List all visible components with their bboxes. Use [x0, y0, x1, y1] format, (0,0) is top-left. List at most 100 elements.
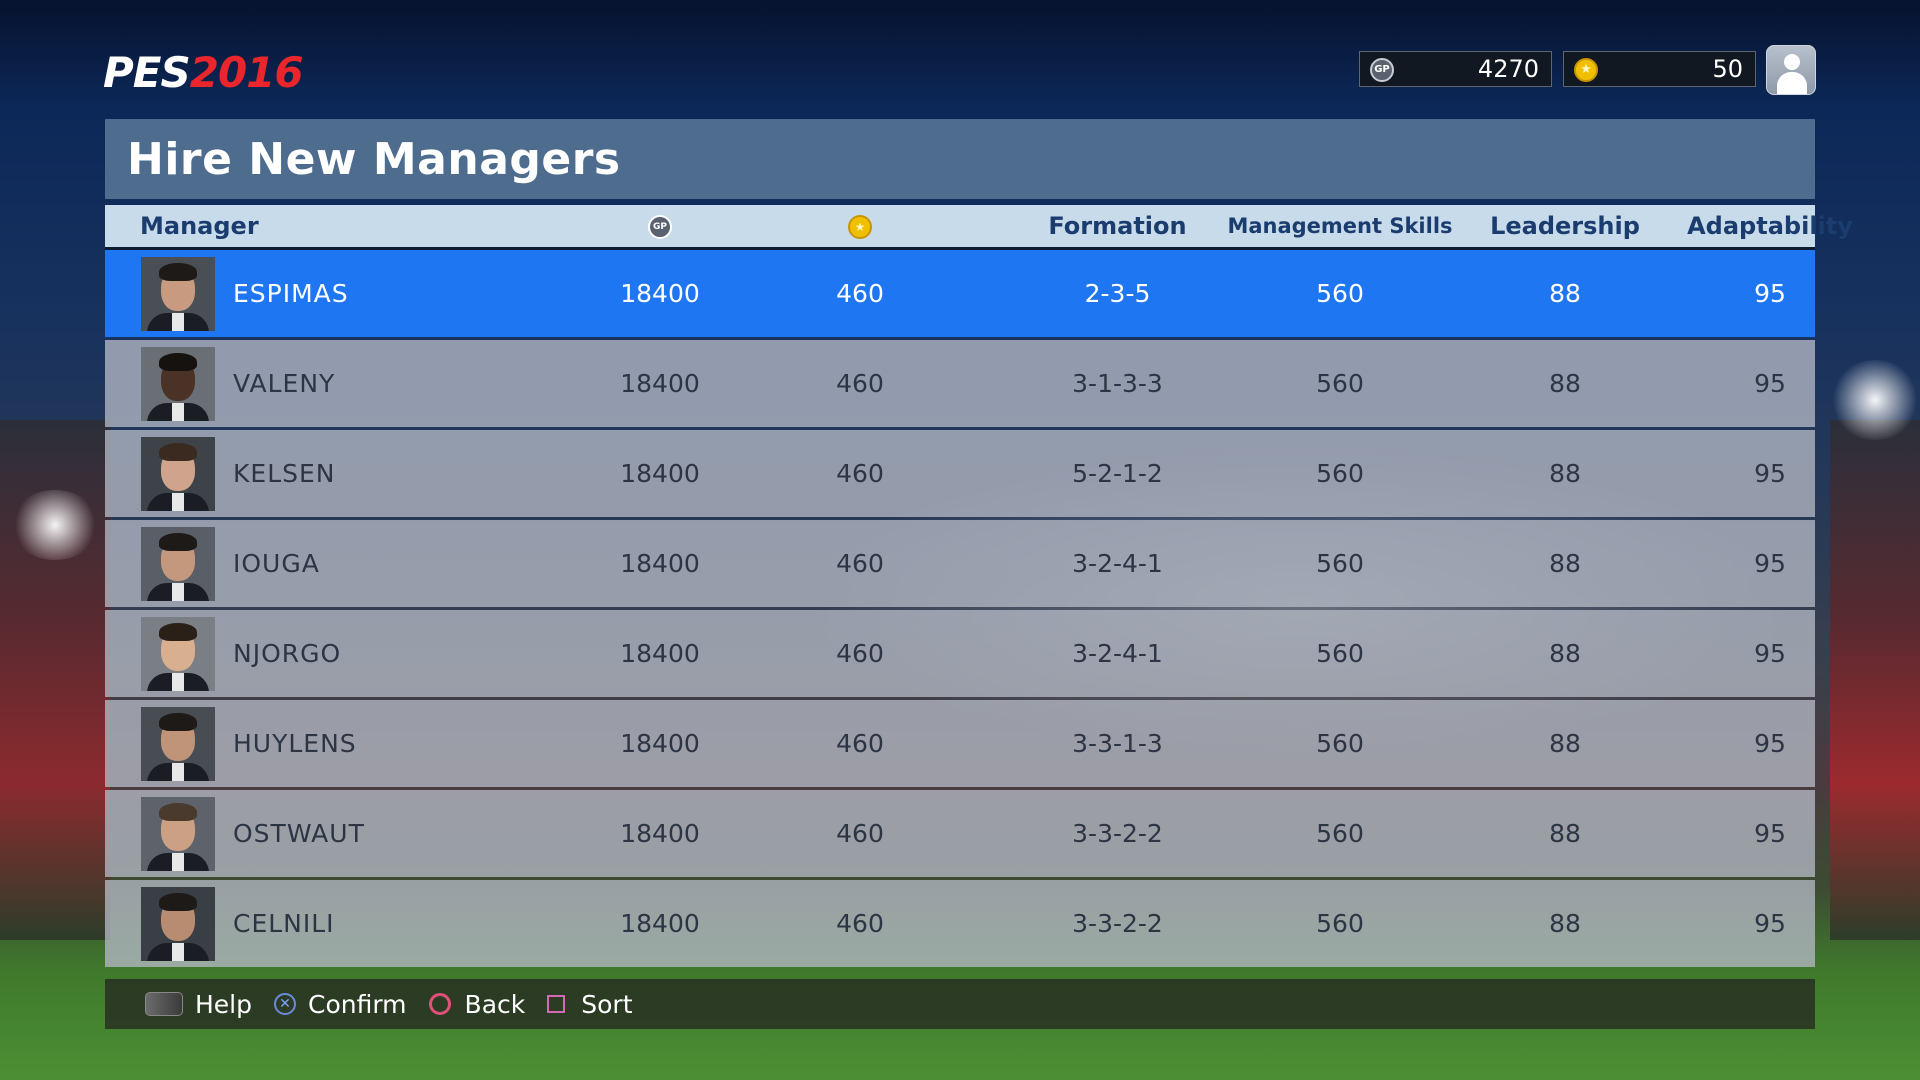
manager-name: CELNILI	[233, 909, 335, 938]
gp-icon: GP	[648, 215, 672, 239]
manager-row[interactable]: ESPIMAS 18400 460 2-3-5 560 88 95	[105, 250, 1815, 337]
confirm-label: Confirm	[308, 989, 407, 1019]
manager-adaptability: 95	[1754, 549, 1786, 578]
manager-leadership: 88	[1549, 459, 1581, 488]
manager-portrait	[141, 617, 215, 691]
back-control[interactable]: Back	[428, 989, 526, 1019]
manager-coin-cost: 460	[836, 729, 884, 758]
manager-coin-cost: 460	[836, 369, 884, 398]
manager-formation: 5-2-1-2	[1072, 459, 1163, 488]
manager-gp-cost: 18400	[620, 819, 700, 848]
manager-row[interactable]: HUYLENS 18400 460 3-3-1-3 560 88 95	[105, 700, 1815, 787]
manager-formation: 3-3-1-3	[1072, 729, 1163, 758]
manager-formation: 3-3-2-2	[1072, 909, 1163, 938]
touchpad-icon	[145, 992, 183, 1016]
manager-leadership: 88	[1549, 909, 1581, 938]
help-control[interactable]: Help	[105, 990, 252, 1019]
manager-gp-cost: 18400	[620, 729, 700, 758]
manager-row[interactable]: OSTWAUT 18400 460 3-3-2-2 560 88 95	[105, 790, 1815, 877]
stadium-light-left	[10, 490, 100, 560]
manager-management-skills: 560	[1316, 279, 1364, 308]
manager-management-skills: 560	[1316, 819, 1364, 848]
sort-control[interactable]: Sort	[547, 990, 633, 1019]
manager-management-skills: 560	[1316, 369, 1364, 398]
manager-portrait	[141, 527, 215, 601]
manager-formation: 3-1-3-3	[1072, 369, 1163, 398]
circle-button-icon	[428, 993, 451, 1015]
manager-formation: 3-2-4-1	[1072, 639, 1163, 668]
manager-list: ESPIMAS 18400 460 2-3-5 560 88 95 VALENY…	[105, 250, 1815, 967]
square-button-icon	[547, 995, 566, 1013]
manager-gp-cost: 18400	[620, 549, 700, 578]
stadium-light-right	[1830, 360, 1920, 440]
manager-coin-cost: 460	[836, 819, 884, 848]
help-label: Help	[195, 989, 252, 1019]
manager-portrait	[141, 347, 215, 421]
manager-gp-cost: 18400	[620, 909, 700, 938]
manager-management-skills: 560	[1316, 909, 1364, 938]
manager-gp-cost: 18400	[620, 369, 700, 398]
manager-name: ESPIMAS	[233, 279, 349, 308]
manager-row[interactable]: VALENY 18400 460 3-1-3-3 560 88 95	[105, 340, 1815, 427]
logo-text-year: 2016	[189, 48, 304, 97]
manager-adaptability: 95	[1754, 729, 1786, 758]
manager-gp-cost: 18400	[620, 279, 700, 308]
manager-leadership: 88	[1549, 729, 1581, 758]
manager-leadership: 88	[1549, 279, 1581, 308]
manager-row[interactable]: IOUGA 18400 460 3-2-4-1 560 88 95	[105, 520, 1815, 607]
user-avatar-icon[interactable]	[1766, 45, 1816, 95]
manager-management-skills: 560	[1316, 549, 1364, 578]
manager-portrait	[141, 887, 215, 961]
manager-leadership: 88	[1549, 549, 1581, 578]
manager-name: VALENY	[233, 369, 336, 398]
manager-name: HUYLENS	[233, 729, 357, 758]
manager-adaptability: 95	[1754, 279, 1786, 308]
confirm-control[interactable]: ✕ Confirm	[274, 990, 407, 1019]
coin-balance-value: 50	[1712, 55, 1743, 83]
manager-adaptability: 95	[1754, 459, 1786, 488]
manager-adaptability: 95	[1754, 909, 1786, 938]
controls-bar: Help ✕ Confirm Back Sort	[105, 979, 1815, 1029]
manager-row[interactable]: CELNILI 18400 460 3-3-2-2 560 88 95	[105, 880, 1815, 967]
stadium-crowd-right	[1830, 420, 1920, 940]
manager-leadership: 88	[1549, 369, 1581, 398]
header-leadership[interactable]: Leadership	[1490, 212, 1640, 240]
manager-portrait	[141, 437, 215, 511]
back-label: Back	[464, 989, 526, 1019]
avatar-body	[1777, 72, 1807, 94]
header-coin[interactable]: ★	[795, 205, 925, 247]
coin-icon: ★	[848, 215, 872, 239]
gp-balance-value: 4270	[1477, 55, 1539, 83]
manager-adaptability: 95	[1754, 369, 1786, 398]
manager-name: OSTWAUT	[233, 819, 365, 848]
manager-name: NJORGO	[233, 639, 342, 668]
game-logo: PES2016	[103, 48, 304, 97]
manager-name: KELSEN	[233, 459, 336, 488]
manager-coin-cost: 460	[836, 279, 884, 308]
manager-gp-cost: 18400	[620, 459, 700, 488]
manager-adaptability: 95	[1754, 639, 1786, 668]
hire-managers-panel: Hire New Managers Manager GP ★ Formation…	[105, 119, 1853, 970]
manager-leadership: 88	[1549, 819, 1581, 848]
logo-text-pes: PES	[103, 48, 191, 97]
manager-row[interactable]: KELSEN 18400 460 5-2-1-2 560 88 95	[105, 430, 1815, 517]
table-header: Manager GP ★ Formation Management Skills…	[105, 205, 1853, 250]
manager-management-skills: 560	[1316, 459, 1364, 488]
manager-portrait	[141, 257, 215, 331]
header-adaptability[interactable]: Adaptability	[1687, 212, 1853, 240]
gp-icon: GP	[1370, 58, 1394, 82]
gp-balance: GP 4270	[1359, 51, 1552, 87]
header-manager[interactable]: Manager	[140, 212, 259, 240]
header-formation[interactable]: Formation	[1048, 212, 1187, 240]
manager-coin-cost: 460	[836, 909, 884, 938]
manager-coin-cost: 460	[836, 639, 884, 668]
header-management-skills[interactable]: Management Skills	[1227, 214, 1453, 238]
cross-button-icon: ✕	[274, 993, 296, 1015]
manager-name: IOUGA	[233, 549, 320, 578]
coin-icon: ★	[1574, 58, 1598, 82]
header-gp[interactable]: GP	[585, 205, 735, 247]
manager-formation: 3-3-2-2	[1072, 819, 1163, 848]
manager-row[interactable]: NJORGO 18400 460 3-2-4-1 560 88 95	[105, 610, 1815, 697]
manager-leadership: 88	[1549, 639, 1581, 668]
page-title: Hire New Managers	[127, 133, 621, 185]
